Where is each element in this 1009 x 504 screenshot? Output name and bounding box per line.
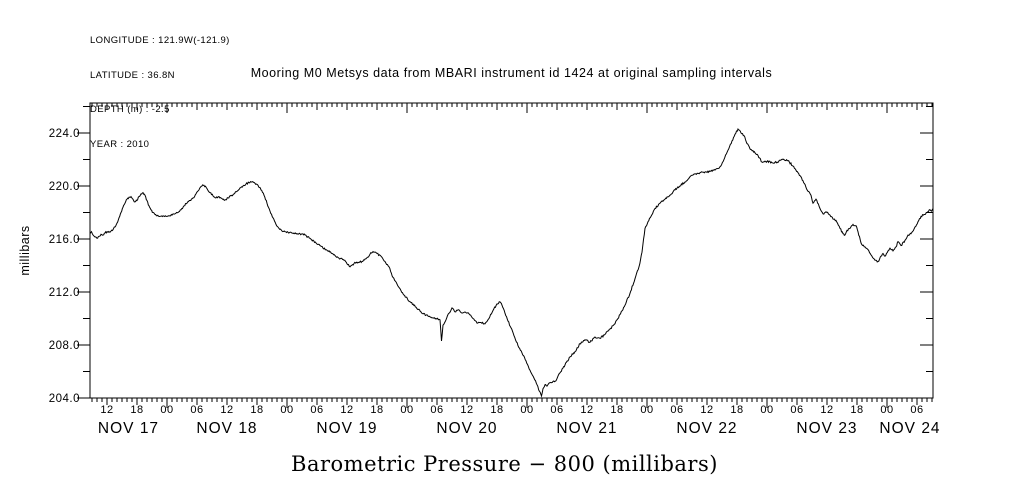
hour-tick-label: 06	[910, 404, 923, 416]
hour-tick-label: 00	[160, 404, 173, 416]
y-axis-title: millibars	[18, 225, 32, 275]
hour-tick-label: 12	[340, 404, 353, 416]
hour-tick-label: 00	[520, 404, 533, 416]
hour-tick-label: 06	[190, 404, 203, 416]
y-tick-label: 204.0	[49, 393, 80, 405]
hour-tick-label: 00	[640, 404, 653, 416]
hour-tick-label: 00	[400, 404, 413, 416]
date-label: NOV 22	[676, 420, 737, 437]
hour-tick-label: 18	[610, 404, 623, 416]
hour-tick-label: 18	[370, 404, 383, 416]
hour-tick-label: 18	[850, 404, 863, 416]
date-label: NOV 17	[98, 420, 159, 437]
y-tick-label: 220.0	[49, 181, 80, 193]
hour-tick-label: 18	[130, 404, 143, 416]
hour-tick-label: 12	[580, 404, 593, 416]
hour-tick-label: 06	[790, 404, 803, 416]
hour-tick-label: 18	[490, 404, 503, 416]
pressure-line	[89, 127, 934, 398]
metadata-line-year: YEAR : 2010	[90, 138, 150, 150]
hour-tick-label: 06	[430, 404, 443, 416]
date-label: NOV 24	[879, 420, 940, 437]
date-label: NOV 21	[556, 420, 617, 437]
y-tick-label: 216.0	[49, 234, 80, 246]
hour-tick-label: 06	[310, 404, 323, 416]
hour-tick-label: 00	[760, 404, 773, 416]
hour-tick-label: 12	[100, 404, 113, 416]
hour-tick-label: 12	[820, 404, 833, 416]
date-label: NOV 18	[196, 420, 257, 437]
metadata-line-latitude: LATITUDE : 36.8N	[90, 69, 175, 81]
y-tick-label: 212.0	[49, 287, 80, 299]
date-label: NOV 23	[796, 420, 857, 437]
date-label: NOV 19	[316, 420, 377, 437]
hour-tick-label: 06	[670, 404, 683, 416]
hour-tick-label: 12	[220, 404, 233, 416]
hour-tick-label: 00	[280, 404, 293, 416]
hour-tick-label: 12	[700, 404, 713, 416]
y-tick-label: 208.0	[49, 340, 80, 352]
y-tick-label: 224.0	[49, 128, 80, 140]
hour-tick-label: 00	[880, 404, 893, 416]
chart-title: Mooring M0 Metsys data from MBARI instru…	[250, 66, 773, 80]
metadata-line-longitude: LONGITUDE : 121.9W(-121.9)	[90, 35, 230, 46]
hour-tick-label: 06	[550, 404, 563, 416]
axis-box	[89, 102, 934, 399]
hour-tick-label: 18	[250, 404, 263, 416]
date-label: NOV 20	[436, 420, 497, 437]
hour-tick-label: 18	[730, 404, 743, 416]
x-axis-title: Barometric Pressure − 800 (millibars)	[291, 452, 718, 476]
hour-tick-label: 12	[460, 404, 473, 416]
